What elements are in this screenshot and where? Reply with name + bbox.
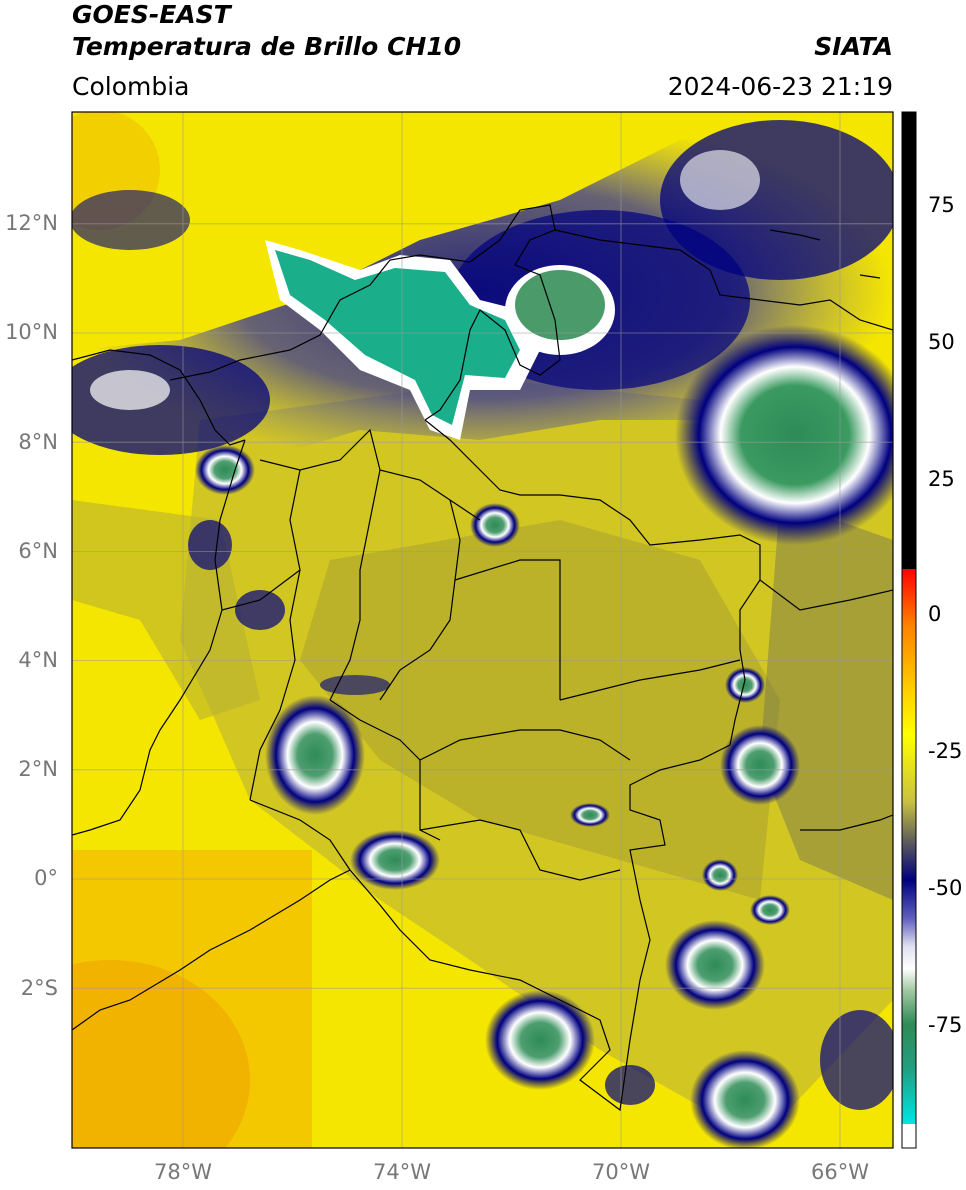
lat-tick-label: 0° [34, 866, 58, 890]
colorbar [901, 111, 917, 1149]
satellite-title: GOES-EAST [72, 0, 231, 29]
lat-tick-label: 2°S [20, 976, 58, 1000]
lon-tick-label: 66°W [811, 1160, 869, 1184]
satellite-image [72, 112, 893, 1148]
lat-tick-label: 8°N [18, 430, 58, 454]
lat-tick-label: 2°N [18, 757, 58, 781]
lat-tick-label: 6°N [18, 539, 58, 563]
region-label: Colombia [72, 72, 190, 101]
datetime-label: 2024-06-23 21:19 [667, 72, 893, 101]
colorbar-tick-label: -25 [928, 739, 963, 763]
lon-tick-label: 78°W [154, 1160, 212, 1184]
colorbar-tick-label: 0 [928, 602, 942, 626]
colorbar-tick-label: -50 [928, 876, 963, 900]
product-title: Temperatura de Brillo CH10 [72, 32, 462, 61]
colorbar-tick-label: 50 [928, 330, 955, 354]
colorbar-tick-label: 75 [928, 193, 955, 217]
lon-tick-label: 74°W [373, 1160, 431, 1184]
lon-tick-label: 70°W [592, 1160, 650, 1184]
lat-tick-label: 4°N [18, 648, 58, 672]
map-frame [71, 111, 894, 1149]
agency-label: SIATA [814, 32, 893, 61]
lat-tick-label: 10°N [5, 320, 58, 344]
colorbar-tick-label: -75 [928, 1013, 963, 1037]
lat-tick-label: 12°N [5, 211, 58, 235]
colorbar-tick-label: 25 [928, 467, 955, 491]
